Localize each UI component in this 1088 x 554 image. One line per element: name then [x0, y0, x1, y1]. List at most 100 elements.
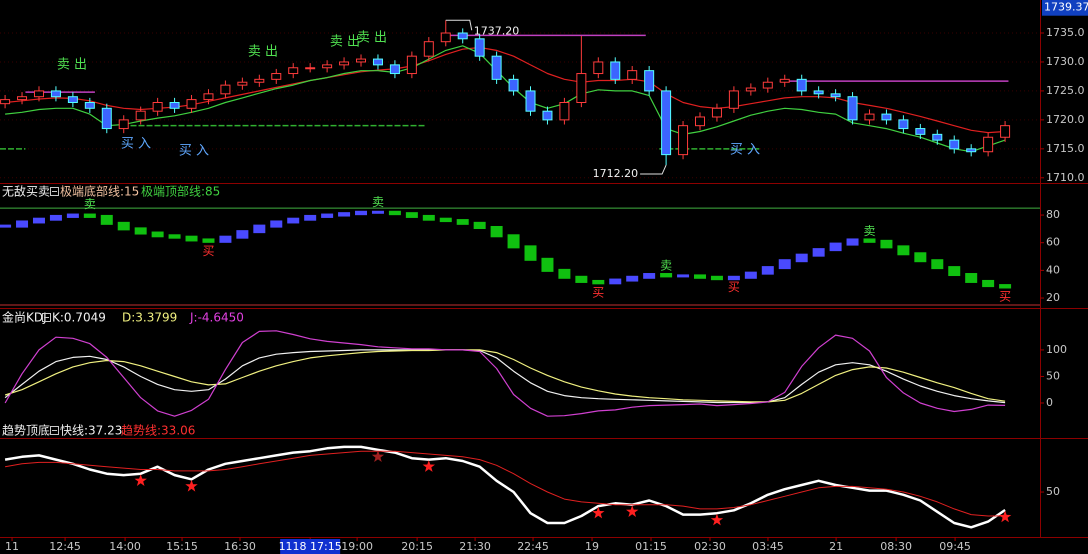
candle-body [915, 128, 926, 135]
candle-body [254, 78, 265, 83]
indicator-bar [117, 221, 130, 231]
signal-star [626, 505, 639, 517]
candle-body [356, 58, 367, 63]
indicator-label: 快线:37.23 [60, 424, 122, 438]
indicator-bar [761, 266, 774, 275]
candle-body [50, 90, 61, 98]
y-tick-label: 1710.0 [1046, 171, 1085, 184]
candle-body [745, 87, 756, 92]
indicator-bar [439, 217, 452, 223]
cursor-time-box [280, 539, 341, 554]
candle-body [423, 41, 434, 57]
indicator-bar [83, 213, 96, 218]
indicator-bar [897, 245, 910, 256]
candle-body [322, 64, 333, 69]
sell-signal: 卖 出 [248, 45, 278, 60]
candle-body [84, 102, 95, 109]
y-tick-label: 40 [1046, 263, 1060, 276]
x-tick-label: 21 [829, 540, 843, 553]
indicator-bar [151, 231, 164, 238]
series-line [4, 349, 1006, 404]
x-tick-label: 21:30 [459, 540, 491, 553]
series-line [4, 445, 1006, 529]
indicator-bar [473, 221, 486, 229]
indicator-bar [710, 275, 723, 281]
series-line [4, 349, 1006, 403]
candle-body [542, 110, 553, 121]
candle-body [559, 102, 570, 121]
indicator-bar [371, 210, 384, 214]
indicator-bar [168, 234, 181, 239]
candle-body [695, 116, 705, 127]
last-price: 1739.37 [1044, 1, 1088, 14]
x-tick-label: 03:45 [752, 540, 784, 553]
x-tick-label: 22:45 [517, 540, 549, 553]
y-tick-label: 0 [1046, 396, 1053, 409]
collapse-icon[interactable] [50, 426, 59, 435]
candle-body [237, 81, 248, 86]
signal-star [134, 474, 147, 486]
indicator-bar [931, 259, 944, 270]
indicator-bar [982, 279, 995, 288]
candle-body [169, 102, 180, 109]
panel-title: 金尚KDJ [2, 310, 47, 325]
candle-body [271, 73, 282, 80]
indicator-bar [32, 217, 45, 224]
indicator-label: 极端底部线:15 [60, 184, 139, 199]
sell-signal: 卖 [660, 258, 672, 272]
indicator-bar [795, 253, 808, 263]
candle-body [220, 84, 231, 95]
high-leader [445, 19, 473, 31]
candle-body [203, 93, 214, 101]
indicator-bar [744, 271, 757, 279]
candle-body [186, 99, 197, 109]
candle-body [389, 64, 400, 75]
x-tick-label: 08:30 [880, 540, 912, 553]
collapse-icon[interactable] [50, 187, 59, 196]
candle-body [0, 99, 11, 105]
y-tick-label: 100 [1046, 343, 1067, 356]
indicator-bar [304, 214, 317, 221]
indicator-bar [422, 214, 435, 221]
indicator-bar [829, 242, 842, 252]
indicator-bar [253, 224, 266, 234]
candle-body [152, 102, 163, 112]
candle-body [644, 70, 655, 92]
y-tick-label: 1730.0 [1046, 55, 1085, 68]
candle-body [33, 90, 44, 98]
candle-body [1000, 125, 1011, 138]
indicator-bar [524, 245, 537, 261]
candle-body [406, 55, 417, 75]
candle-body [932, 133, 943, 141]
indicator-bar [202, 238, 215, 243]
x-tick-label: 09:45 [939, 540, 971, 553]
panel-title: 趋势顶底 [2, 423, 50, 438]
indicator-bar [287, 217, 300, 224]
y-tick-label: 50 [1046, 485, 1060, 498]
indicator-bar [0, 224, 12, 228]
buy-signal: 买 [999, 289, 1011, 303]
indicator-bar [592, 279, 605, 285]
buy-signal: 买 [728, 280, 740, 294]
collapse-icon[interactable] [42, 313, 51, 322]
indicator-bar [575, 275, 588, 283]
indicator-label: J:-4.6450 [189, 311, 244, 325]
signal-star [185, 479, 198, 492]
indicator-bar [405, 212, 418, 218]
candle-body [118, 119, 129, 130]
indicator-bar [558, 268, 571, 279]
candle-body [627, 70, 638, 80]
indicator-bar [507, 234, 520, 249]
sell-signal: 卖 [372, 195, 384, 209]
indicator-bar [727, 275, 740, 281]
indicator-bar [16, 220, 29, 228]
indicator-label: D:3.3799 [122, 311, 177, 325]
candle-body [864, 113, 875, 121]
candle-body [593, 61, 604, 75]
indicator-bar [541, 257, 554, 272]
low-leader [640, 164, 667, 175]
series-line [5, 45, 1006, 153]
x-tick-label: 19 [585, 540, 599, 553]
